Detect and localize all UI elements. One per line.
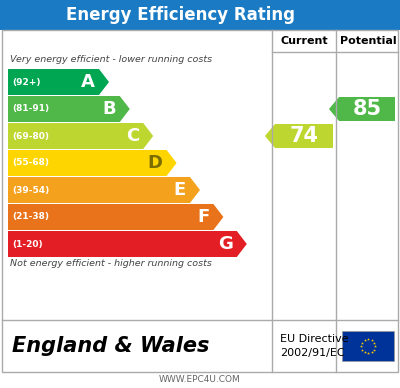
Polygon shape xyxy=(8,123,153,149)
Bar xyxy=(342,331,394,361)
Text: (39-54): (39-54) xyxy=(12,185,49,194)
Text: Potential: Potential xyxy=(340,36,396,46)
Text: Very energy efficient - lower running costs: Very energy efficient - lower running co… xyxy=(10,55,212,64)
Text: E: E xyxy=(174,181,186,199)
Text: Current: Current xyxy=(280,36,328,46)
Polygon shape xyxy=(8,150,177,176)
Text: 74: 74 xyxy=(290,126,318,146)
Text: (92+): (92+) xyxy=(12,78,40,87)
Bar xyxy=(2,30,398,372)
Polygon shape xyxy=(329,97,395,121)
Text: (1-20): (1-20) xyxy=(12,239,43,248)
Text: Not energy efficient - higher running costs: Not energy efficient - higher running co… xyxy=(10,259,212,268)
Polygon shape xyxy=(8,177,200,203)
Text: Energy Efficiency Rating: Energy Efficiency Rating xyxy=(66,6,294,24)
Text: (81-91): (81-91) xyxy=(12,104,49,114)
Text: (21-38): (21-38) xyxy=(12,213,49,222)
Text: EU Directive: EU Directive xyxy=(280,334,349,344)
Text: England & Wales: England & Wales xyxy=(12,336,209,356)
Text: WWW.EPC4U.COM: WWW.EPC4U.COM xyxy=(159,374,241,383)
Polygon shape xyxy=(8,96,130,122)
Polygon shape xyxy=(265,124,333,148)
Text: C: C xyxy=(126,127,139,145)
Polygon shape xyxy=(8,231,247,257)
Text: 85: 85 xyxy=(352,99,382,119)
Text: (55-68): (55-68) xyxy=(12,159,49,168)
Polygon shape xyxy=(8,69,109,95)
Text: F: F xyxy=(197,208,210,226)
Text: A: A xyxy=(81,73,95,91)
Text: (69-80): (69-80) xyxy=(12,132,49,140)
Text: G: G xyxy=(218,235,233,253)
Text: D: D xyxy=(148,154,162,172)
Text: 2002/91/EC: 2002/91/EC xyxy=(280,348,345,358)
Polygon shape xyxy=(8,204,223,230)
Bar xyxy=(0,0,400,30)
Text: B: B xyxy=(102,100,116,118)
